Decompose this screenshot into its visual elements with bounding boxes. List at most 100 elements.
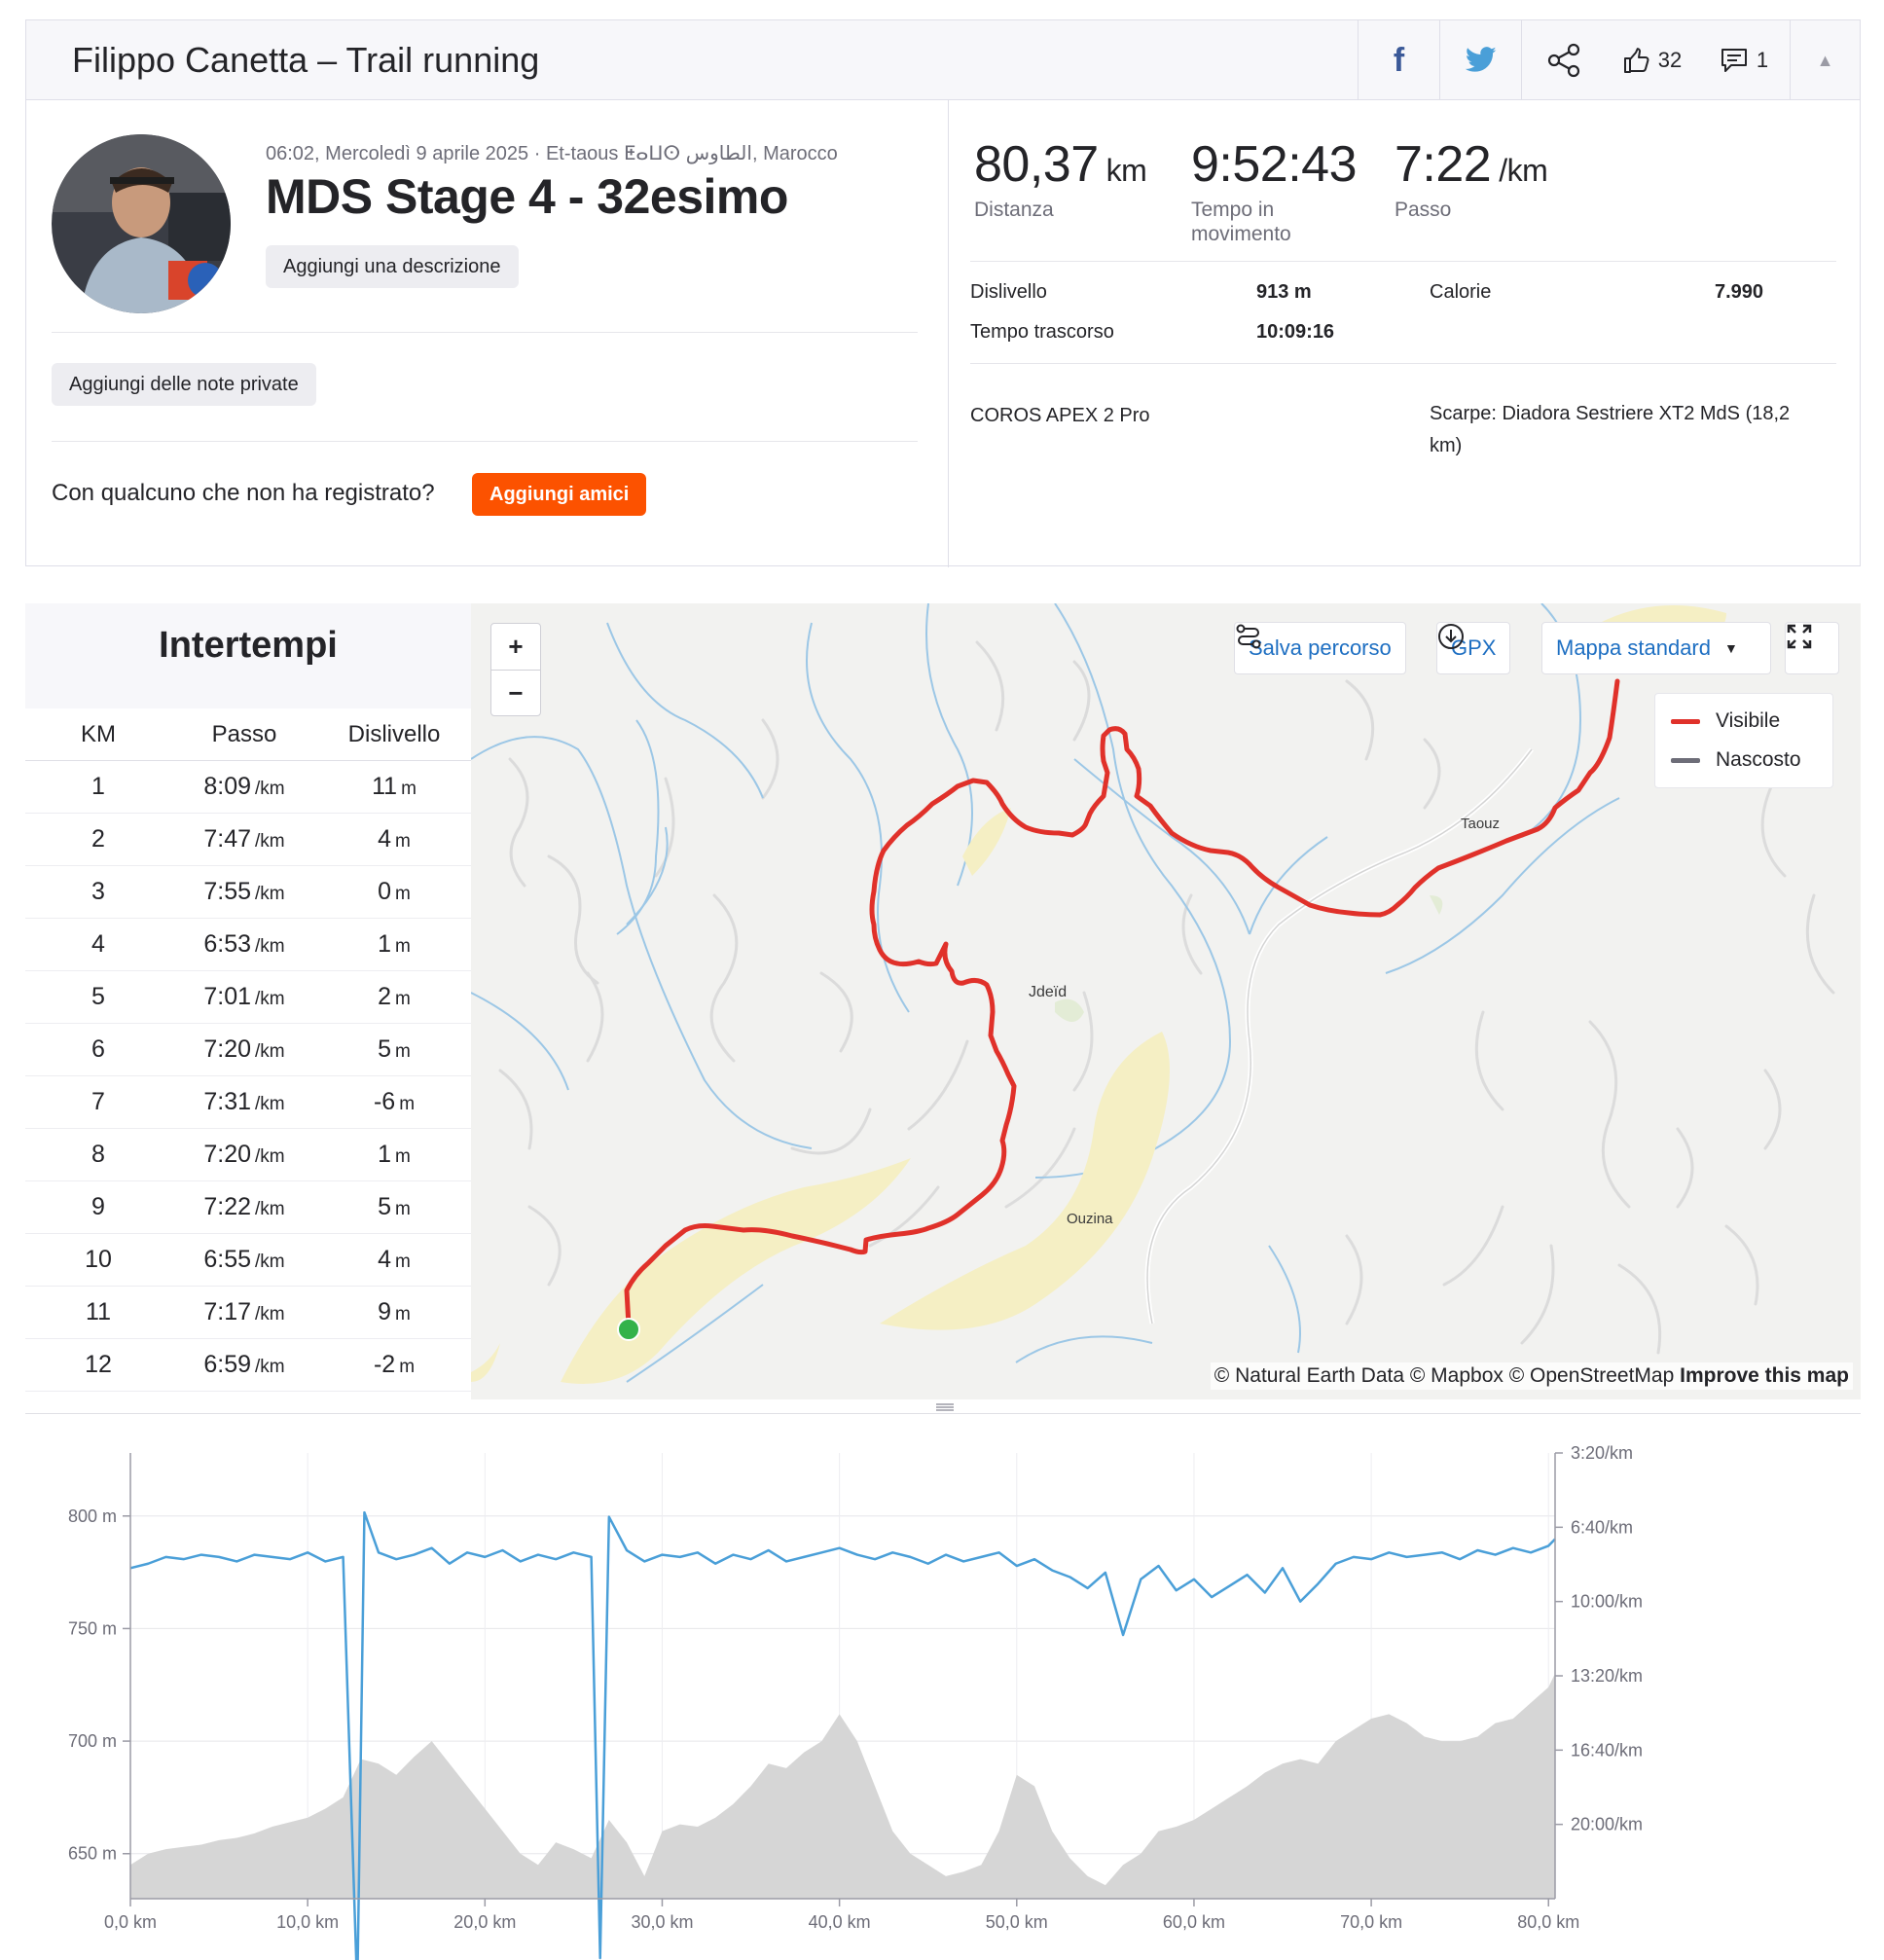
split-km: 5 <box>91 983 105 1010</box>
calories-label: Calorie <box>1430 281 1492 303</box>
distance-label: Distanza <box>974 199 1054 221</box>
split-elev-value: 5 <box>378 1035 392 1063</box>
split-km: 8 <box>91 1141 105 1168</box>
split-row[interactable]: 3 7:55/km 0 m <box>25 866 471 919</box>
elevation-value: 913 m <box>1256 281 1312 303</box>
resize-grip-icon[interactable] <box>936 1403 954 1411</box>
legend-swatch-visible <box>1671 718 1700 724</box>
route-icon <box>1236 624 1261 649</box>
zoom-out-button[interactable]: − <box>491 670 540 715</box>
facebook-share-button[interactable]: f <box>1358 20 1439 100</box>
col-elev-header: Dislivello <box>347 720 441 747</box>
gpx-download-button[interactable]: GPX <box>1436 622 1511 674</box>
split-elev-unit: m <box>395 1041 411 1062</box>
split-elev-value: 4 <box>378 1246 392 1273</box>
split-elev-unit: m <box>395 936 411 957</box>
split-pace-value: 8:09 <box>203 773 252 800</box>
save-route-button[interactable]: Salva percorso <box>1234 622 1406 674</box>
split-pace: 7:20/km <box>171 1035 317 1064</box>
splits-title: Intertempi <box>25 603 471 708</box>
add-friends-button[interactable]: Aggiungi amici <box>472 473 647 516</box>
map-style-select[interactable]: Mappa standard ▼ <box>1541 622 1771 674</box>
shoes-line-1: Scarpe: Diadora Sestriere XT2 MdS (18,2 <box>1430 403 1791 424</box>
pace-line <box>129 1510 1556 1960</box>
split-elev-value: 0 <box>378 878 392 905</box>
split-pace-unit: /km <box>255 1094 285 1114</box>
vertical-divider <box>948 100 949 567</box>
split-elev-unit: m <box>401 779 417 799</box>
athlete-avatar[interactable] <box>52 134 231 313</box>
split-pace-unit: /km <box>255 1304 285 1325</box>
add-private-notes-button[interactable]: Aggiungi delle note private <box>52 363 316 406</box>
elevation-label: Dislivello <box>970 281 1047 303</box>
route-line <box>624 678 1620 1328</box>
split-pace-value: 7:55 <box>203 878 252 905</box>
legend-hidden-label: Nascosto <box>1716 748 1801 771</box>
split-row[interactable]: 12 6:59/km -2 m <box>25 1339 471 1392</box>
col-pace-header: Passo <box>211 720 277 747</box>
split-row[interactable]: 10 6:55/km 4 m <box>25 1234 471 1287</box>
y-right-tick-label: 6:40/km <box>1571 1517 1633 1537</box>
split-row[interactable]: 6 7:20/km 5 m <box>25 1024 471 1076</box>
split-pace-unit: /km <box>255 1041 285 1062</box>
expand-icon <box>1787 624 1812 649</box>
split-row[interactable]: 8 7:20/km 1 m <box>25 1129 471 1181</box>
split-elev-value: 1 <box>378 1141 392 1168</box>
elevation-pace-chart[interactable]: 800 m 750 m 700 m 650 m 0,0 km 10,0 km 20,0 km… <box>25 1413 1861 1960</box>
split-pace-value: 7:17 <box>203 1298 252 1325</box>
pace-label: Passo <box>1395 199 1452 221</box>
x-tick-label: 30,0 km <box>631 1912 693 1932</box>
comments-button[interactable]: 1 <box>1698 20 1790 100</box>
legend-visible[interactable]: Visibile <box>1671 709 1780 733</box>
moving-time-label-2: movimento <box>1191 223 1291 245</box>
twitter-icon <box>1465 47 1496 72</box>
split-elev: -6 m <box>317 1088 471 1116</box>
split-pace-value: 6:53 <box>203 930 252 958</box>
share-button[interactable] <box>1521 20 1605 100</box>
split-row[interactable]: 1 8:09/km 11 m <box>25 761 471 814</box>
stat-distance: 80,37 km Distanza <box>974 135 1147 222</box>
y-left-tick-label: 700 m <box>68 1731 117 1751</box>
kudos-button[interactable]: 32 <box>1605 20 1698 100</box>
legend-hidden[interactable]: Nascosto <box>1671 748 1801 772</box>
split-pace-unit: /km <box>255 884 285 904</box>
fullscreen-button[interactable] <box>1785 622 1839 674</box>
route-map[interactable]: Taouz Jdeïd Ouzina + − Salva percorso GP… <box>471 603 1861 1399</box>
split-row[interactable]: 4 6:53/km 1 m <box>25 919 471 971</box>
split-pace: 7:47/km <box>171 825 317 853</box>
improve-map-link[interactable]: Improve this map <box>1680 1364 1849 1387</box>
split-row[interactable]: 7 7:31/km -6 m <box>25 1076 471 1129</box>
attribution-text: © Natural Earth Data © Mapbox © OpenStre… <box>1214 1364 1681 1387</box>
split-pace: 7:22/km <box>171 1193 317 1221</box>
distance-unit: km <box>1105 153 1147 188</box>
split-row[interactable]: 9 7:22/km 5 m <box>25 1181 471 1234</box>
pace-unit: /km <box>1499 153 1548 188</box>
collapse-button[interactable]: ▲ <box>1790 20 1860 100</box>
divider <box>970 363 1836 364</box>
split-row[interactable]: 5 7:01/km 2 m <box>25 971 471 1024</box>
y-left-tick-label: 750 m <box>68 1618 117 1638</box>
comment-count: 1 <box>1756 48 1769 72</box>
distance-value: 80,37 <box>974 136 1099 193</box>
x-tick-label: 0,0 km <box>104 1912 157 1932</box>
split-row[interactable]: 11 7:17/km 9 m <box>25 1287 471 1339</box>
twitter-share-button[interactable] <box>1439 20 1521 100</box>
shoes-info[interactable]: Scarpe: Diadora Sestriere XT2 MdS (18,2 … <box>1430 398 1790 462</box>
moving-time-value: 9:52:43 <box>1191 136 1358 193</box>
activity-meta: 06:02, Mercoledì 9 aprile 2025 · Et-taou… <box>266 143 838 164</box>
split-row[interactable]: 2 7:47/km 4 m <box>25 814 471 866</box>
zoom-in-button[interactable]: + <box>508 632 524 661</box>
split-elev-value: -2 <box>373 1351 396 1378</box>
activity-header: Filippo Canetta – Trail running f <box>26 20 1860 100</box>
split-km: 4 <box>91 930 105 958</box>
add-description-button[interactable]: Aggiungi una descrizione <box>266 245 519 288</box>
split-pace-unit: /km <box>255 989 285 1009</box>
